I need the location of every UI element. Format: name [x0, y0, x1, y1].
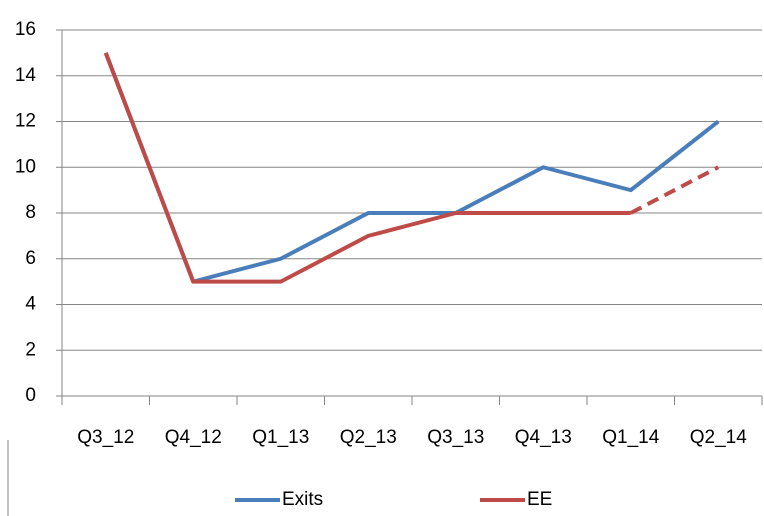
- legend-label: EE: [527, 489, 552, 510]
- x-tick-label: Q4_13: [515, 427, 572, 448]
- y-tick-label: 4: [25, 294, 36, 315]
- x-tick-label: Q3_13: [427, 427, 484, 448]
- legend-label: Exits: [282, 489, 323, 510]
- y-tick-label: 12: [15, 111, 36, 132]
- series-line: [629, 165, 720, 215]
- y-tick-label: 14: [15, 65, 37, 86]
- y-tick-label: 6: [25, 248, 36, 269]
- x-tick-label: Q1_13: [252, 427, 309, 448]
- y-tick-label: 0: [25, 385, 36, 406]
- series-line: [103, 52, 631, 284]
- x-tick-label: Q1_14: [602, 427, 659, 448]
- y-tick-label: 10: [15, 156, 36, 177]
- x-tick-label: Q2_13: [340, 427, 397, 448]
- series-line: [103, 52, 720, 284]
- y-tick-label: 16: [15, 19, 36, 40]
- x-tick-label: Q4_12: [165, 427, 222, 448]
- x-tick-label: Q3_12: [77, 427, 134, 448]
- y-tick-label: 8: [25, 202, 36, 223]
- y-tick-label: 2: [25, 339, 36, 360]
- x-tick-label: Q2_14: [690, 427, 747, 448]
